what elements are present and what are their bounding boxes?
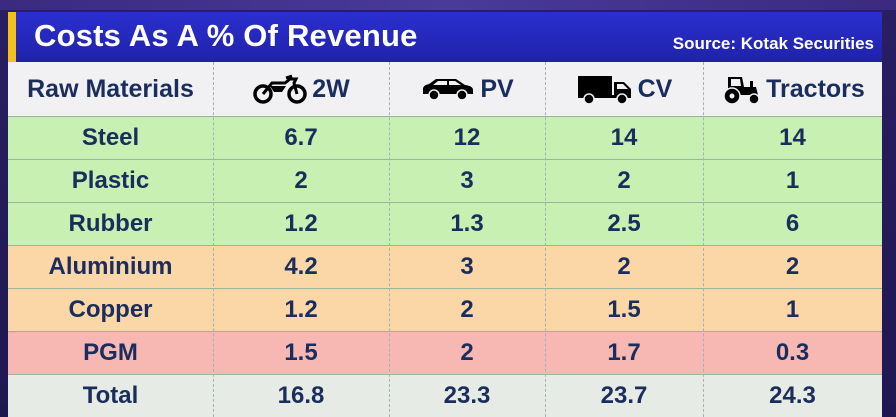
row-label: Total (82, 382, 139, 409)
column-header-label: 2W (312, 74, 350, 103)
truck-icon (576, 73, 634, 105)
row-label: Steel (81, 124, 140, 151)
tractor-icon (720, 73, 762, 105)
column-header-label: CV (637, 74, 673, 103)
table-row: PGM 1.5 2 1.7 0.3 (8, 331, 882, 374)
data-cell: 1 (785, 296, 800, 323)
data-cell: 24.3 (769, 382, 816, 409)
data-cell: 14 (610, 124, 638, 151)
data-cell: 2 (460, 339, 474, 366)
data-cell: 23.3 (443, 382, 491, 409)
data-cell: 3 (460, 253, 474, 280)
data-cell: 2 (617, 167, 631, 194)
column-header-pv: PV (389, 62, 545, 116)
data-cell: 0.3 (775, 339, 810, 366)
column-header-label: PV (480, 74, 514, 103)
column-header-tractors: Tractors (703, 62, 882, 116)
data-cell: 1.5 (607, 296, 641, 323)
car-icon (420, 76, 476, 102)
row-label: Copper (68, 296, 153, 323)
data-cell: 1.2 (284, 210, 318, 237)
column-divider (703, 62, 704, 417)
data-cell: 14 (779, 124, 806, 151)
table-row: Steel 6.7 12 14 14 (8, 116, 882, 159)
top-strip (0, 0, 896, 10)
data-cell: 6 (785, 210, 800, 237)
data-cell: 2 (785, 253, 800, 280)
table-row: Rubber 1.2 1.3 2.5 6 (8, 202, 882, 245)
table-row: Copper 1.2 2 1.5 1 (8, 288, 882, 331)
data-table: Raw Materials 2W (8, 62, 882, 417)
header-bar: Costs As A % Of Revenue Source: Kotak Se… (8, 12, 882, 62)
data-cell: 1 (785, 167, 800, 194)
data-cell: 1.5 (284, 339, 318, 366)
column-divider (213, 62, 214, 417)
column-divider (545, 62, 546, 417)
data-cell: 1.7 (607, 339, 641, 366)
data-cell: 1.2 (284, 296, 318, 323)
table-row: Aluminium 4.2 3 2 2 (8, 245, 882, 288)
table-row: Total 16.8 23.3 23.7 24.3 (8, 374, 882, 417)
data-cell: 12 (453, 124, 481, 151)
row-label: Rubber (68, 210, 153, 237)
data-cell: 6.7 (284, 124, 318, 151)
row-label: PGM (83, 339, 138, 366)
source-label: Source: Kotak Securities (672, 34, 874, 53)
chart-title: Costs As A % Of Revenue (34, 18, 418, 53)
data-cell: 2 (617, 253, 631, 280)
table-row: Plastic 2 3 2 1 (8, 159, 882, 202)
row-label: Plastic (71, 167, 150, 194)
data-cell: 16.8 (277, 382, 325, 409)
column-header-cv: CV (545, 62, 703, 116)
row-header-label: Raw Materials (27, 74, 194, 103)
column-divider (389, 62, 390, 417)
row-label: Aluminium (48, 253, 173, 280)
motorcycle-icon (252, 74, 308, 104)
column-header-label: Tractors (766, 74, 865, 103)
data-cell: 3 (460, 167, 474, 194)
column-header-2w: 2W (213, 62, 389, 116)
data-cell: 2 (294, 167, 308, 194)
data-cell: 2 (460, 296, 474, 323)
table-header-row: Raw Materials 2W (8, 62, 882, 116)
data-cell: 2.5 (607, 210, 641, 237)
data-cell: 1.3 (450, 210, 484, 237)
data-cell: 23.7 (600, 382, 648, 409)
data-cell: 4.2 (284, 253, 318, 280)
